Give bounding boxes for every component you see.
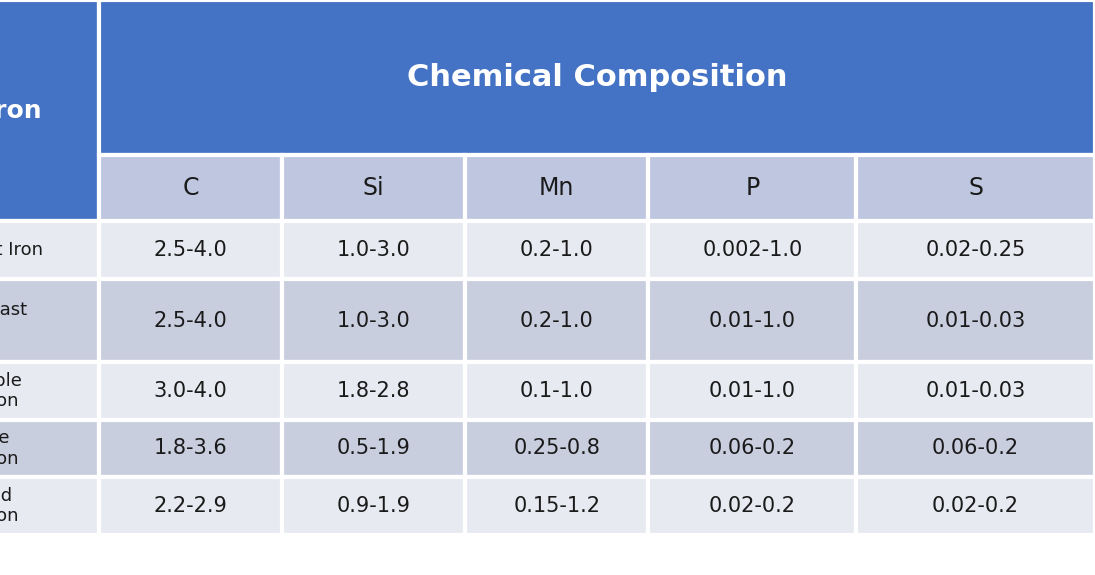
- Bar: [99, 0, 1095, 155]
- Bar: [283, 477, 465, 535]
- Bar: [856, 279, 1095, 362]
- Text: Mn: Mn: [539, 177, 575, 200]
- Bar: [856, 155, 1095, 221]
- Bar: [99, 155, 283, 221]
- Text: 2.5-4.0: 2.5-4.0: [153, 310, 228, 331]
- Text: Chemical Composition: Chemical Composition: [406, 63, 787, 92]
- Bar: [465, 420, 648, 477]
- Text: 0.06-0.2: 0.06-0.2: [932, 439, 1019, 458]
- Bar: [648, 155, 856, 221]
- Bar: [283, 362, 465, 420]
- Bar: [465, 221, 648, 279]
- Text: 0.02-0.2: 0.02-0.2: [708, 496, 796, 516]
- Bar: [648, 420, 856, 477]
- Bar: [99, 362, 283, 420]
- Text: Grey Cast Iron: Grey Cast Iron: [0, 241, 43, 259]
- Text: Cast Iron: Cast Iron: [0, 99, 42, 122]
- Bar: [0, 477, 99, 535]
- Text: 0.06-0.2: 0.06-0.2: [708, 439, 796, 458]
- Bar: [648, 477, 856, 535]
- Text: 0.01-0.03: 0.01-0.03: [925, 381, 1026, 401]
- Bar: [99, 279, 283, 362]
- Bar: [856, 221, 1095, 279]
- Text: 0.01-0.03: 0.01-0.03: [925, 310, 1026, 331]
- Bar: [465, 362, 648, 420]
- Text: 0.02-0.2: 0.02-0.2: [932, 496, 1019, 516]
- Text: 0.002-1.0: 0.002-1.0: [702, 240, 803, 260]
- Bar: [99, 221, 283, 279]
- Bar: [99, 420, 283, 477]
- Bar: [0, 221, 99, 279]
- Bar: [283, 155, 465, 221]
- Bar: [648, 362, 856, 420]
- Bar: [283, 221, 465, 279]
- Bar: [99, 477, 283, 535]
- Bar: [0, 420, 99, 477]
- Bar: [648, 279, 856, 362]
- Text: Ductile
Cast Iron: Ductile Cast Iron: [0, 429, 19, 468]
- Text: 0.9-1.9: 0.9-1.9: [336, 496, 411, 516]
- Bar: [465, 279, 648, 362]
- Bar: [465, 155, 648, 221]
- Bar: [648, 221, 856, 279]
- Bar: [856, 477, 1095, 535]
- Text: Si: Si: [362, 177, 384, 200]
- Text: 0.02-0.25: 0.02-0.25: [925, 240, 1026, 260]
- Bar: [465, 477, 648, 535]
- Bar: [0, 279, 99, 362]
- Text: Malleable
Cast Iron: Malleable Cast Iron: [0, 371, 22, 411]
- Text: Mottled
Cast Iron: Mottled Cast Iron: [0, 486, 19, 526]
- Text: 0.2-1.0: 0.2-1.0: [520, 240, 593, 260]
- Text: 0.01-1.0: 0.01-1.0: [708, 381, 796, 401]
- Text: 0.01-1.0: 0.01-1.0: [708, 310, 796, 331]
- Text: C: C: [182, 177, 199, 200]
- Text: P: P: [745, 177, 759, 200]
- Bar: [0, 0, 99, 221]
- Text: White Cast
Iron: White Cast Iron: [0, 301, 27, 340]
- Text: 0.5-1.9: 0.5-1.9: [336, 439, 411, 458]
- Text: 2.5-4.0: 2.5-4.0: [153, 240, 228, 260]
- Text: 2.2-2.9: 2.2-2.9: [153, 496, 228, 516]
- Bar: [0, 362, 99, 420]
- Text: 1.0-3.0: 1.0-3.0: [337, 240, 411, 260]
- Bar: [856, 420, 1095, 477]
- Text: 0.25-0.8: 0.25-0.8: [514, 439, 600, 458]
- Text: 1.8-3.6: 1.8-3.6: [153, 439, 228, 458]
- Text: 0.15-1.2: 0.15-1.2: [514, 496, 600, 516]
- Text: 0.2-1.0: 0.2-1.0: [520, 310, 593, 331]
- Bar: [856, 362, 1095, 420]
- Text: 0.1-1.0: 0.1-1.0: [520, 381, 593, 401]
- Text: 1.8-2.8: 1.8-2.8: [337, 381, 411, 401]
- Bar: [283, 420, 465, 477]
- Text: 3.0-4.0: 3.0-4.0: [153, 381, 228, 401]
- Bar: [283, 279, 465, 362]
- Text: S: S: [968, 177, 983, 200]
- Text: 1.0-3.0: 1.0-3.0: [337, 310, 411, 331]
